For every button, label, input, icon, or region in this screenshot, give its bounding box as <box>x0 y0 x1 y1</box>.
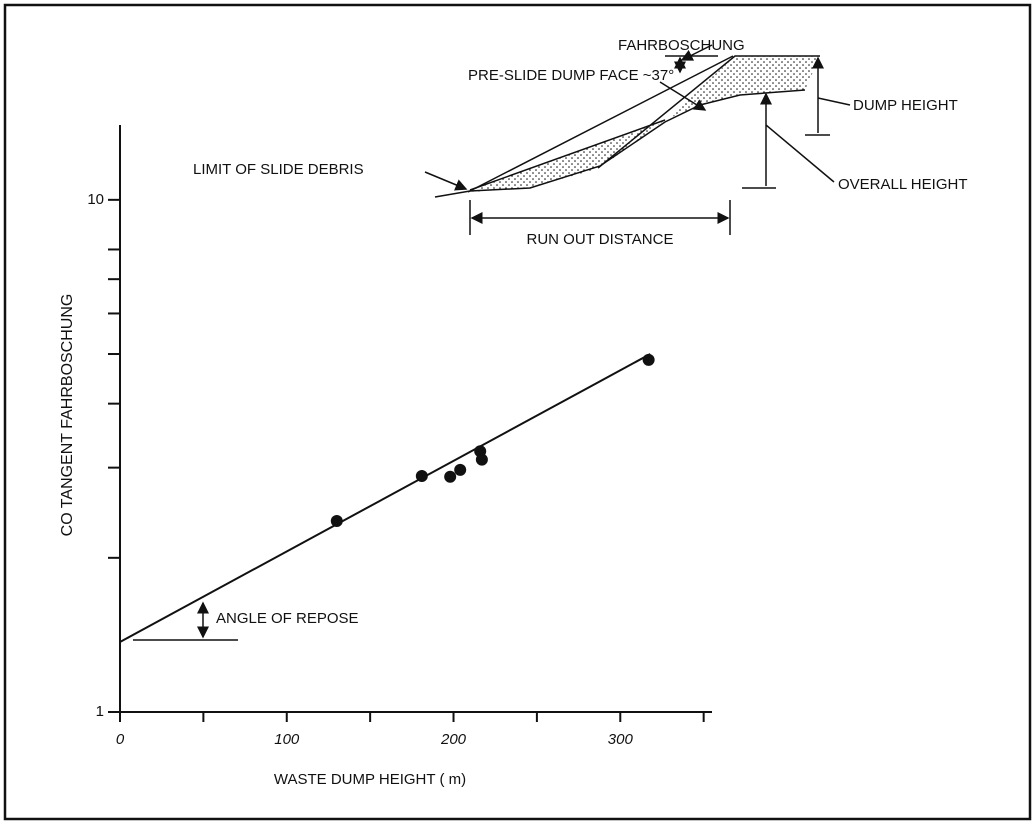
label: LIMIT OF SLIDE DEBRIS <box>193 161 364 178</box>
point <box>330 515 343 528</box>
overall-height-dim <box>742 94 776 189</box>
label: DUMP HEIGHT <box>853 97 958 114</box>
x-tick-label: 200 <box>440 731 467 748</box>
label: PRE-SLIDE DUMP FACE ~37° <box>468 67 674 84</box>
point <box>454 463 467 476</box>
y-tick-label: 10 <box>87 191 104 208</box>
x-tick-label: 300 <box>608 731 634 748</box>
y-tick-label: 1 <box>96 703 104 720</box>
fit-line <box>119 353 651 643</box>
x-tick-label: 100 <box>274 731 300 748</box>
dump-height-dim <box>805 58 830 136</box>
post-slide-surface <box>434 89 806 198</box>
leader <box>817 97 851 106</box>
leader <box>659 81 707 111</box>
pre-slide-face <box>597 55 820 169</box>
leader <box>424 171 468 191</box>
inset-diagram: FAHRBOSCHUNG PRE-SLIDE DUMP FACE ~37° LI… <box>193 37 967 248</box>
frame <box>3 3 1032 821</box>
x-tick-label: 0 <box>116 731 125 748</box>
debris-top <box>469 119 666 191</box>
label: FAHRBOSCHUNG <box>618 37 745 54</box>
point <box>415 469 428 482</box>
annotation: ANGLE OF REPOSE <box>216 610 359 627</box>
label: RUN OUT DISTANCE <box>527 231 674 248</box>
leader <box>680 44 713 61</box>
leader <box>765 124 835 183</box>
x-axis-label: WASTE DUMP HEIGHT ( m) <box>274 771 466 788</box>
point <box>444 470 457 483</box>
y-axis-label: CO TANGENT FAHRBOSCHUNG <box>59 294 76 537</box>
run-out-ticks <box>469 200 731 235</box>
label: OVERALL HEIGHT <box>838 176 967 193</box>
fahrboschung-line <box>467 55 734 193</box>
point <box>475 453 488 466</box>
point <box>642 353 655 366</box>
